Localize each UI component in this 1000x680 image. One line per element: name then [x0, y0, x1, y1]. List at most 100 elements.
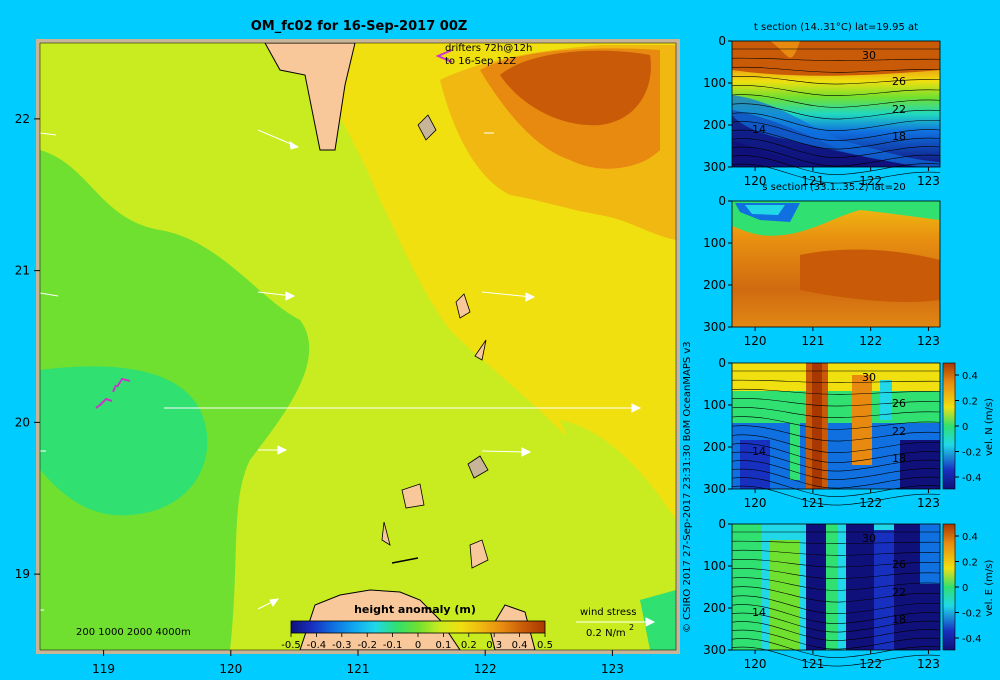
vel-colorbar-tick-label: -0.4 — [962, 634, 982, 645]
temperature-contour — [731, 568, 941, 579]
temperature-contour — [731, 138, 941, 158]
height-anomaly-field — [40, 43, 676, 650]
section-x-tick-label: 120 — [744, 174, 767, 188]
temperature-contour — [731, 549, 941, 556]
temperature-contour — [731, 434, 941, 453]
credit-text: © CSIRO 2017 27-Sep-2017 23:31:30 BoM Oc… — [682, 341, 693, 633]
section-y-tick-label: 0 — [718, 194, 726, 208]
section-x-tick-label: 123 — [917, 657, 940, 671]
temperature-contour — [731, 57, 941, 61]
section-frame — [731, 362, 941, 490]
temperature-contour — [731, 468, 941, 489]
wind-stress-scale: 0.2 N/m — [586, 628, 626, 639]
colorbar-tick-label: 0.5 — [537, 640, 553, 651]
section-x-tick-label: 122 — [859, 334, 882, 348]
section-x-tick-label: 120 — [744, 657, 767, 671]
map-axes: 119 120 121 122 123 19 20 21 22 — [15, 112, 624, 676]
contour-label: 26 — [892, 397, 906, 410]
section-y-tick-label: 0 — [718, 356, 726, 370]
vel-colorbar-tick-label: 0.4 — [962, 371, 978, 382]
section-x-tick-label: 123 — [917, 496, 940, 510]
colorbar-tick-label: 0.1 — [435, 640, 451, 651]
temperature-contour — [731, 103, 941, 120]
colorbar-tick-label: 0.4 — [512, 640, 528, 651]
temperature-contour — [731, 398, 941, 407]
drifter-note-line1: drifters 72h@12h — [445, 43, 532, 54]
contour-label: 22 — [892, 586, 906, 599]
vel-colorbar-tick-label: -0.2 — [962, 609, 982, 620]
temperature-contour — [731, 407, 941, 418]
contour-label: 26 — [892, 75, 906, 88]
section-y-tick-label: 300 — [703, 643, 726, 657]
height-anomaly-colorbar: height anomaly (m) -0.5 -0.4 -0.3 -0.2 -0.1 0… — [281, 603, 553, 651]
colorbar-tick-label: -0.5 — [281, 640, 301, 651]
temperature-contour — [731, 85, 941, 96]
y-tick-label: 21 — [15, 264, 30, 278]
temperature-contour — [731, 586, 941, 603]
section-y-tick-label: 300 — [703, 160, 726, 174]
temperature-contour — [731, 595, 941, 614]
panel-title: t section (14..31°C) lat=19.95 at — [754, 22, 918, 33]
s-section-panel: s section (33.1..35.2) lat=20 — [732, 182, 940, 327]
y-tick-label: 19 — [15, 567, 30, 581]
vel-e-label: vel. E (m/s) — [984, 559, 995, 616]
temperature-contour — [731, 477, 941, 497]
colorbar-bar — [290, 620, 546, 634]
vel-colorbar-tick-label: 0.4 — [962, 532, 978, 543]
section-x-tick-label: 120 — [744, 334, 767, 348]
section-y-tick-label: 100 — [703, 398, 726, 412]
temperature-contour — [731, 621, 941, 641]
temperature-contour — [731, 629, 941, 650]
vel-e-panel — [732, 524, 940, 650]
land-mass-south — [299, 589, 461, 650]
contour-label: 18 — [892, 452, 906, 465]
section-y-tick-label: 100 — [703, 559, 726, 573]
vel-n-panel — [732, 363, 940, 489]
wind-stress-label: wind stress — [580, 607, 636, 618]
vel-colorbar-tick-label: 0.2 — [962, 558, 978, 569]
wind-stress-exponent: 2 — [629, 623, 634, 632]
colorbar-tick-label: -0.4 — [307, 640, 327, 651]
section-x-tick-label: 123 — [917, 174, 940, 188]
section-frame — [731, 200, 941, 328]
x-tick-label: 122 — [474, 662, 497, 676]
temperature-contour — [731, 416, 941, 430]
t-section-panel: t section (14..31°C) lat=19.95 at — [732, 22, 940, 167]
vel-colorbar-tick-label: -0.4 — [962, 473, 982, 484]
temperature-contour — [731, 638, 941, 658]
contour-label: 26 — [892, 558, 906, 571]
temperature-contour — [731, 94, 941, 108]
temperature-contour — [731, 66, 941, 73]
temperature-contour — [731, 577, 941, 591]
temperature-contour — [731, 604, 941, 624]
vel-colorbar-tick-label: -0.2 — [962, 448, 982, 459]
vel-e-colorbar: vel. E (m/s) — [942, 523, 995, 651]
temperature-contour — [731, 425, 941, 442]
temperature-contour — [731, 559, 941, 568]
colorbar-tick-label: -0.2 — [357, 640, 377, 651]
contour-label: 30 — [862, 371, 876, 384]
section-x-tick-label: 123 — [917, 334, 940, 348]
temperature-contour — [731, 460, 941, 480]
x-tick-label: 121 — [347, 662, 370, 676]
temperature-contour — [731, 443, 941, 463]
colorbar-tick-label: 0 — [415, 640, 421, 651]
section-x-tick-label: 122 — [859, 496, 882, 510]
temperature-contour — [731, 540, 941, 544]
x-tick-label: 123 — [601, 662, 624, 676]
contour-label: 22 — [892, 425, 906, 438]
vel-colorbar-tick-label: 0 — [962, 583, 968, 594]
x-tick-label: 119 — [92, 662, 115, 676]
y-tick-label: 20 — [15, 415, 30, 429]
temperature-contour — [731, 76, 941, 85]
section-y-tick-label: 100 — [703, 76, 726, 90]
y-tick-label: 22 — [15, 112, 30, 126]
contour-label: 22 — [892, 103, 906, 116]
colorbar-tick-label: 0.2 — [461, 640, 477, 651]
colorbar-title: height anomaly (m) — [354, 603, 476, 616]
temperature-contour — [731, 112, 941, 131]
vel-colorbar-tick-label: 0 — [962, 422, 968, 433]
temperature-contour — [731, 451, 941, 472]
wind-stress-vectors — [40, 129, 656, 627]
